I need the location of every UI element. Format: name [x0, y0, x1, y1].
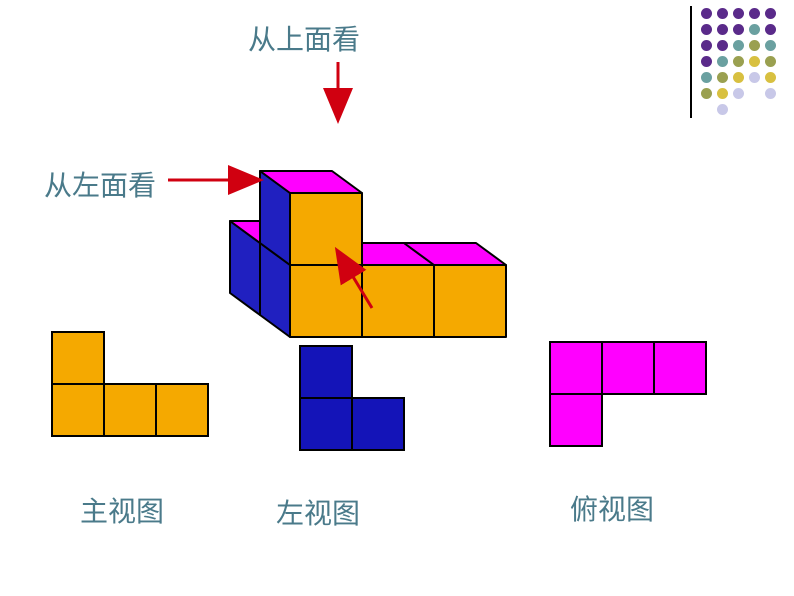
- top-view-diagram: [0, 0, 794, 596]
